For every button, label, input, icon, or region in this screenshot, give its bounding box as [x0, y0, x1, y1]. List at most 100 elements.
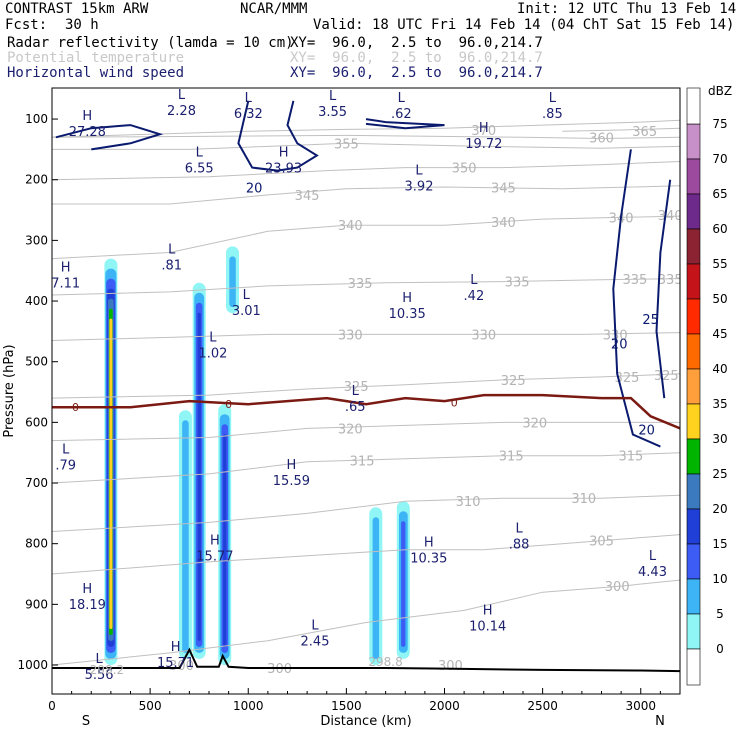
hl-letter-1: L — [178, 88, 186, 103]
hl-value-2: 6.32 — [234, 107, 263, 122]
zero-contour-label-0: 0 — [72, 401, 79, 414]
colorbar-label-30: 30 — [712, 432, 727, 446]
theta-label-355-0: 355 — [334, 137, 359, 152]
theta-contour-335 — [52, 278, 680, 296]
y-axis-label: Pressure (hPa) — [2, 344, 17, 437]
field-name-reflectivity: Radar reflectivity (lamda = 10 cm) — [7, 35, 294, 51]
colorbar-label-65: 65 — [712, 187, 727, 201]
wind-label-3: 20 — [638, 424, 655, 439]
x-tick-label-2: 1000 — [233, 699, 264, 713]
hl-value-27: 5.56 — [85, 668, 114, 683]
theta-label-300-3: 300 — [605, 580, 630, 595]
reflectivity-cell-3-band-10 — [182, 420, 189, 653]
theta-label-370-0: 370 — [471, 124, 496, 139]
hl-value-26: 15.71 — [157, 656, 194, 671]
theta-contour-315 — [52, 452, 680, 484]
hl-letter-25: L — [311, 619, 319, 634]
theta-label-360-0: 360 — [589, 131, 614, 146]
field-name-wind: Horizontal wind speed — [7, 65, 185, 81]
x-tick-label-1: 500 — [139, 699, 162, 713]
hl-value-23: 18.19 — [69, 598, 106, 613]
colorbar-label-35: 35 — [712, 397, 727, 411]
hl-value-3: 3.55 — [318, 105, 347, 120]
field-xy-reflectivity: XY= 96.0, 2.5 to 96.0,214.7 — [290, 35, 543, 51]
colorbar-swatch-25 — [686, 473, 701, 510]
theta-label-325-0: 325 — [344, 380, 369, 395]
colorbar-swatch-50 — [686, 298, 701, 335]
y-tick-label-9: 1000 — [17, 658, 48, 672]
reflectivity-cell-5-band-10 — [372, 517, 380, 659]
hl-letter-20: H — [210, 534, 220, 549]
hl-letter-7: L — [196, 146, 204, 161]
colorbar-label-40: 40 — [712, 362, 727, 376]
theta-label-340-1: 340 — [491, 216, 516, 231]
hl-letter-13: H — [402, 291, 412, 306]
hl-value-22: 4.43 — [638, 565, 667, 580]
hl-value-14: .42 — [464, 289, 485, 304]
colorbar-unit: dBZ — [708, 84, 732, 98]
y-tick-label-1: 200 — [25, 173, 48, 187]
hl-letter-9: L — [415, 164, 423, 179]
field-name-theta: Potential temperature — [7, 50, 185, 66]
hl-letter-4: L — [398, 91, 406, 106]
colorbar-label-50: 50 — [712, 292, 727, 306]
x-tick-label-4: 2000 — [429, 699, 460, 713]
hl-value-18: 15.59 — [273, 474, 310, 489]
colorbar-swatch-20 — [686, 508, 701, 545]
zero-contour-label-1: 0 — [225, 398, 232, 411]
colorbar-label-60: 60 — [712, 222, 727, 236]
theta-label-310-1: 310 — [571, 492, 596, 507]
theta-label-300-2: 300 — [438, 659, 463, 674]
reflectivity-cell-4-band-20 — [223, 434, 227, 647]
theta-label-330-0: 330 — [338, 328, 363, 343]
field-xy-theta: XY= 96.0, 2.5 to 96.0,214.7 — [290, 50, 543, 66]
y-tick-label-2: 300 — [25, 233, 48, 247]
hl-value-0: 27.28 — [69, 125, 106, 140]
theta-contour-365 — [562, 127, 680, 132]
colorbar-swatch-35 — [686, 403, 701, 440]
hl-value-10: .81 — [161, 259, 182, 274]
model-title: CONTRAST 15km ARW — [5, 1, 149, 17]
y-tick-label-5: 600 — [25, 415, 48, 429]
x-axis-label: Distance (km) — [320, 714, 411, 729]
hl-value-17: .79 — [55, 459, 76, 474]
hl-letter-2: L — [245, 91, 253, 106]
south-label: S — [82, 714, 90, 729]
x-tick-label-3: 1500 — [331, 699, 362, 713]
colorbar-swatch-5 — [686, 613, 701, 650]
reflectivity-cell-0-band-35 — [109, 318, 113, 629]
theta-label-330-1: 330 — [471, 328, 496, 343]
zero-contour: 0 0 0 — [52, 393, 680, 430]
hl-letter-10: L — [168, 243, 176, 258]
forecast-hour: 30 h — [65, 17, 99, 33]
hl-value-7: 6.55 — [185, 162, 214, 177]
wind-label-2: 25 — [642, 313, 659, 328]
surface-theta-28: 298.2 — [90, 663, 124, 677]
hl-letter-15: L — [209, 331, 217, 346]
colorbar-label-0: 0 — [716, 642, 724, 656]
hl-value-5: .85 — [542, 107, 563, 122]
hl-value-11: 7.11 — [51, 277, 80, 292]
theta-label-335-1: 335 — [505, 276, 530, 291]
theta-label-345-1: 345 — [491, 182, 516, 197]
theta-contour-300 — [52, 579, 680, 666]
theta-contour-310 — [52, 494, 680, 532]
theta-contour-330 — [52, 332, 680, 341]
theta-contour-305 — [52, 534, 680, 575]
y-tick-label-3: 400 — [25, 294, 48, 308]
hl-letter-0: H — [82, 109, 92, 124]
x-tick-label-6: 3000 — [625, 699, 656, 713]
north-label: N — [655, 714, 665, 729]
y-tick-label-4: 500 — [25, 355, 48, 369]
colorbar-swatch-top — [686, 87, 701, 125]
hl-value-16: .65 — [345, 400, 366, 415]
surface-theta-29: 298.8 — [368, 655, 402, 669]
theta-label-345-0: 345 — [295, 189, 320, 204]
theta-label-340-0: 340 — [338, 219, 363, 234]
colorbar-label-20: 20 — [712, 502, 727, 516]
theta-contour-350 — [52, 161, 680, 181]
hl-letter-11: H — [61, 261, 71, 276]
